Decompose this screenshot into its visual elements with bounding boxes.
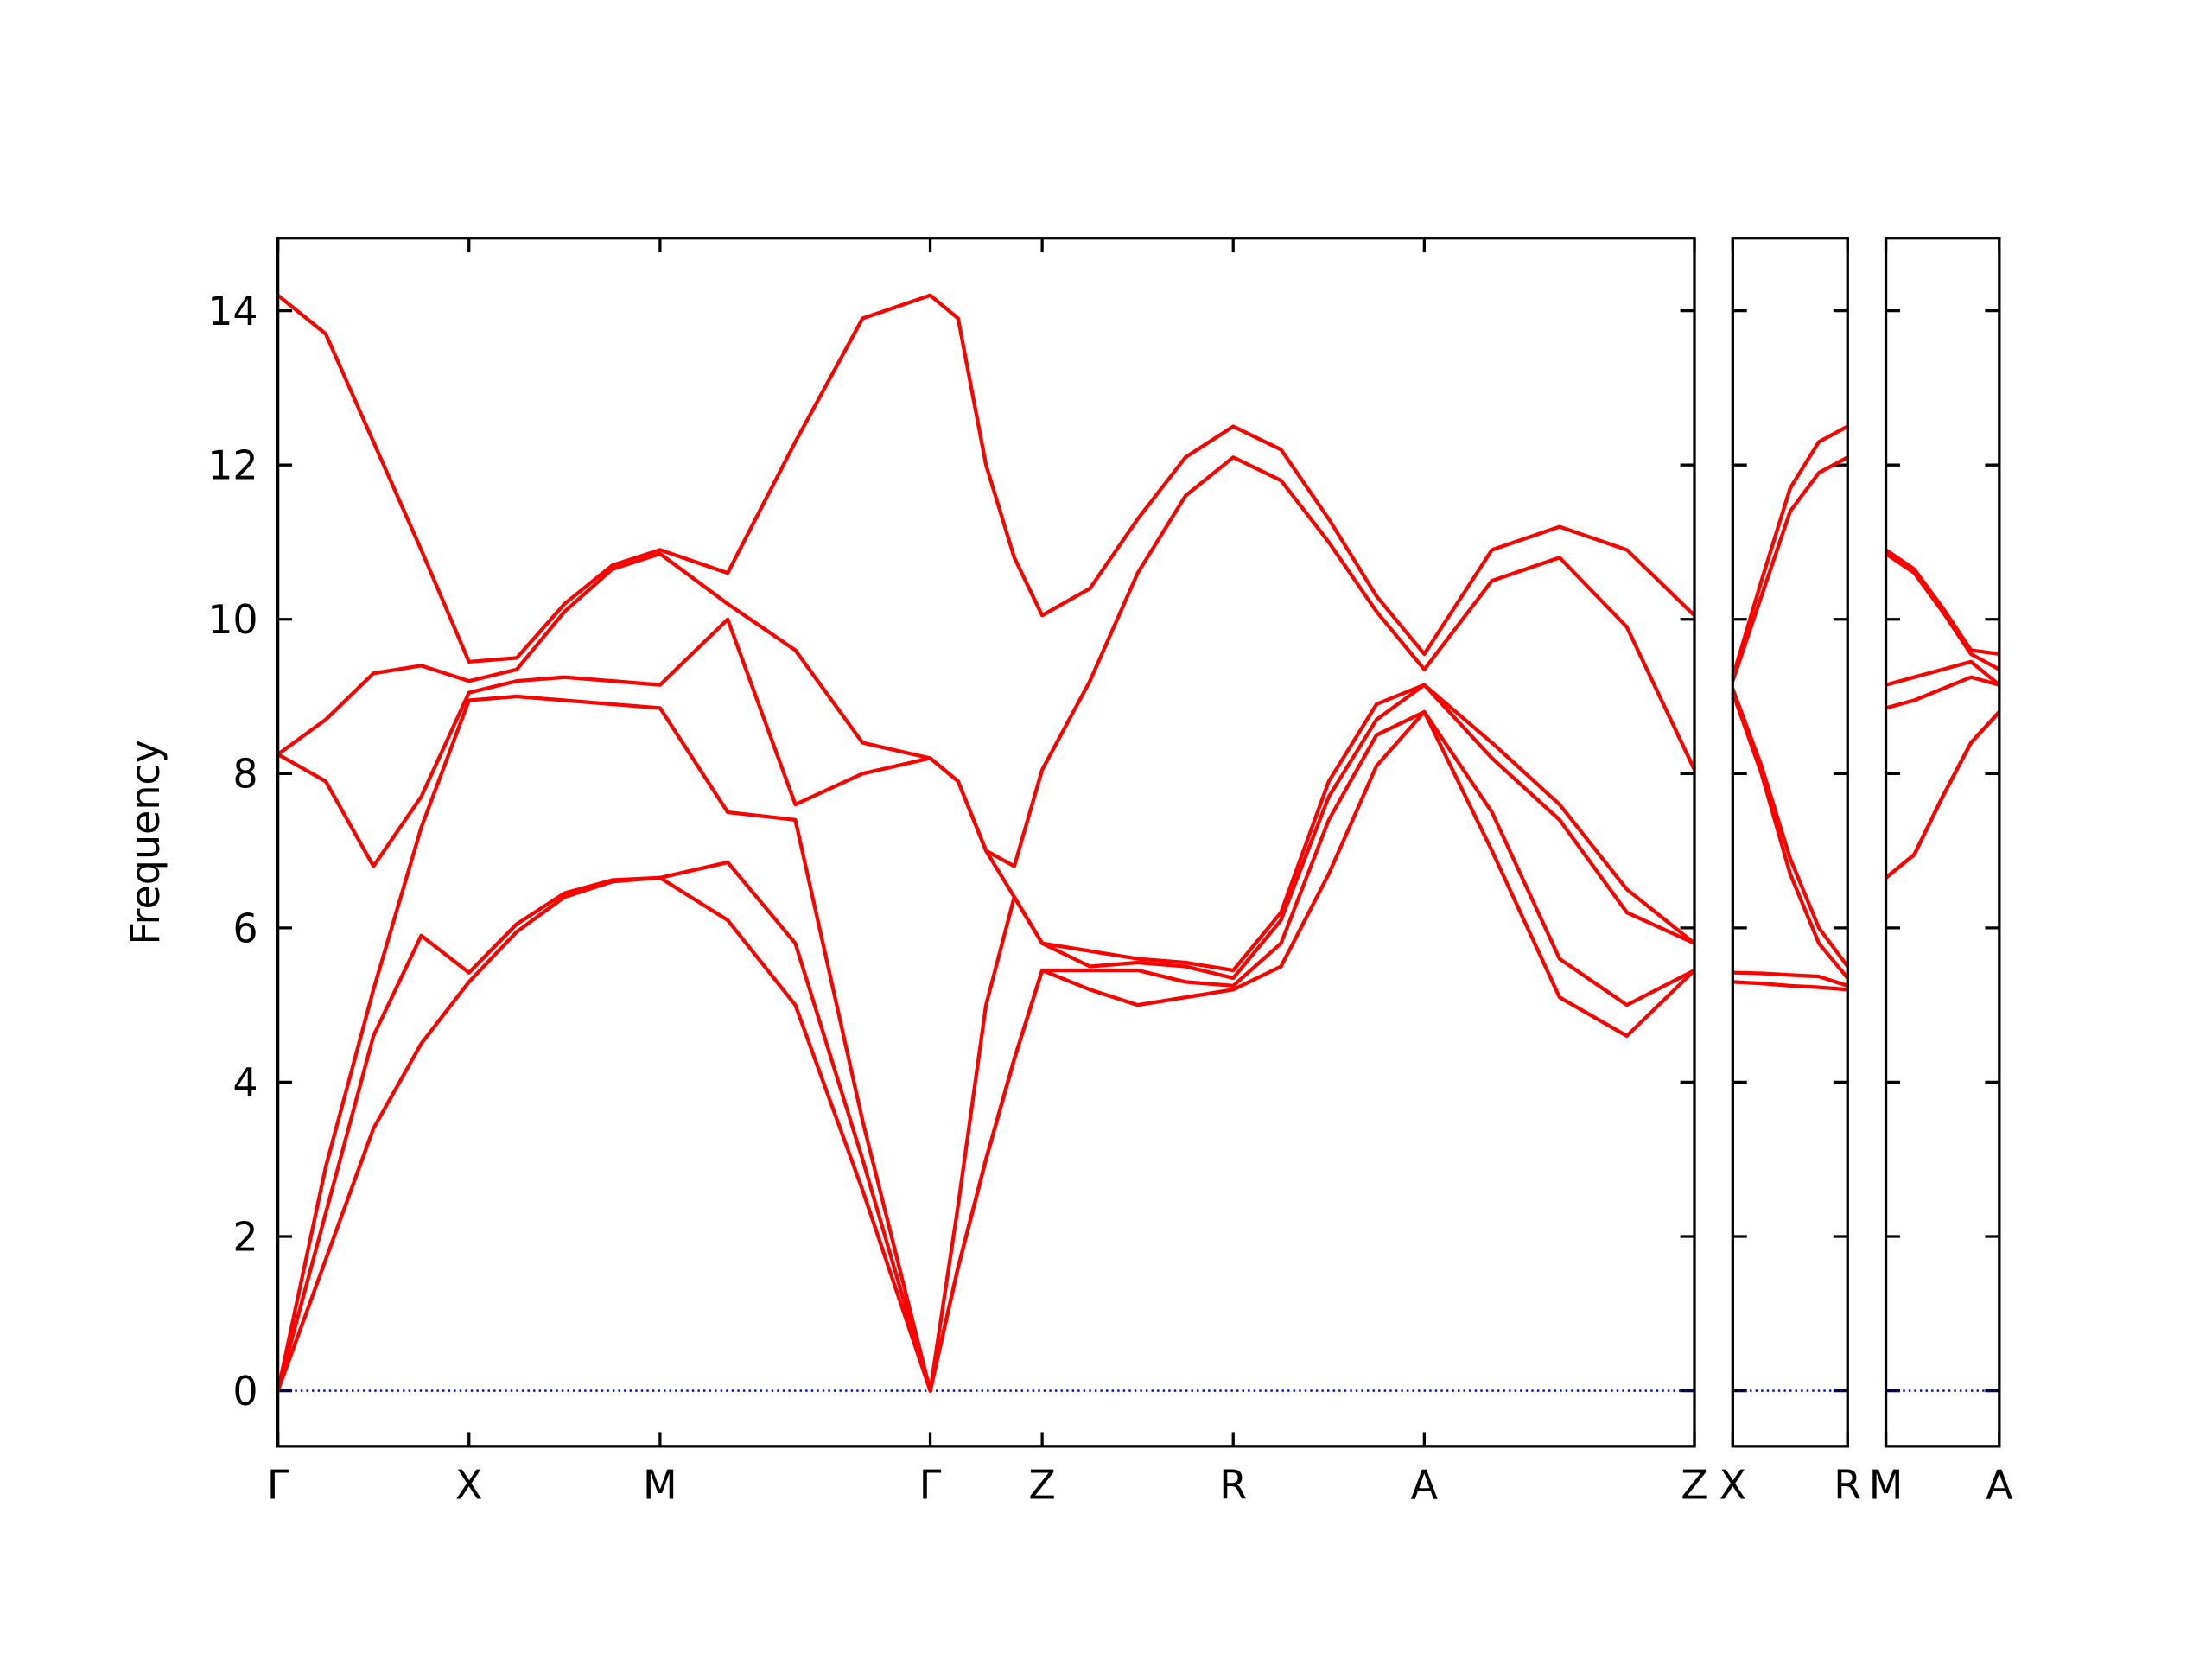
x-tick-label: Γ <box>919 1462 942 1509</box>
band-line <box>1885 552 2000 671</box>
y-tick-label: 8 <box>232 751 257 798</box>
band-line <box>1732 980 1848 992</box>
x-tick-label: X <box>1719 1462 1746 1509</box>
x-tick-label: M <box>1869 1462 1904 1509</box>
y-tick-label: 14 <box>207 288 257 334</box>
y-axis-label: Frequency <box>122 740 168 944</box>
y-tick-label: 6 <box>232 905 257 951</box>
y-tick-label: 4 <box>232 1059 257 1106</box>
band-line <box>1885 548 2000 657</box>
y-tick-label: 0 <box>232 1368 257 1414</box>
x-tick-label: A <box>1411 1462 1439 1509</box>
y-tick-label: 2 <box>232 1213 257 1260</box>
band-line <box>1885 675 2000 710</box>
axes-frame <box>1884 237 2001 1448</box>
band-line <box>276 683 1695 1393</box>
x-tick-label: Γ <box>267 1462 289 1509</box>
band-line <box>276 293 1696 664</box>
band-line <box>1885 710 2001 880</box>
x-tick-label: X <box>455 1462 482 1509</box>
band-line <box>276 455 1696 868</box>
band-line <box>276 709 1696 1393</box>
axes-frame <box>276 237 1696 1448</box>
x-tick-label: Z <box>1681 1462 1707 1509</box>
x-tick-label: R <box>1834 1462 1861 1509</box>
x-tick-label: R <box>1219 1462 1247 1509</box>
band-line <box>276 709 1696 1393</box>
band-line <box>1885 659 2001 687</box>
band-line <box>1731 424 1849 678</box>
band-line <box>1731 688 1849 968</box>
y-tick-label: 12 <box>207 442 257 489</box>
axes-frame <box>1731 237 1849 1448</box>
band-line <box>1732 970 1848 988</box>
y-tick-label: 10 <box>207 596 257 643</box>
x-tick-label: Z <box>1028 1462 1055 1509</box>
band-line <box>1731 691 1849 980</box>
x-tick-label: M <box>643 1462 677 1509</box>
band-line <box>1731 455 1849 682</box>
x-tick-label: A <box>1986 1462 2013 1509</box>
